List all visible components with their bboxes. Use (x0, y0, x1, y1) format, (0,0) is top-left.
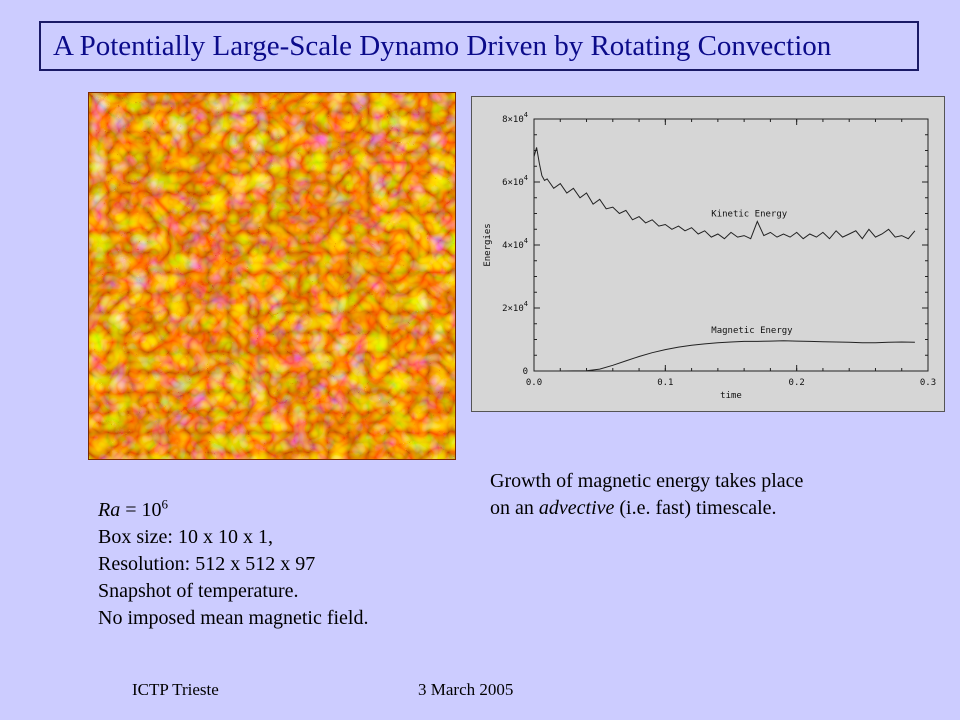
magnetic-energy-line (534, 340, 915, 372)
ra-equals: = 10 (120, 499, 162, 521)
ra-exponent: 6 (161, 496, 169, 512)
y-tick-label: 2×104 (502, 300, 528, 314)
footer-date: 3 March 2005 (418, 680, 514, 699)
snapshot-note: Snapshot of temperature. (98, 580, 299, 602)
ra-symbol: Ra (98, 499, 121, 521)
simulation-parameters: Ra = 106 Box size: 10 x 10 x 1, Resoluti… (98, 497, 458, 632)
y-tick-label: 6×104 (502, 174, 528, 188)
energy-chart-svg: 0.0 0.1 0.2 0.3 0 2×104 4×104 6×104 8×104 Kineti… (483, 111, 936, 401)
x-tick-label: 0.1 (657, 378, 673, 388)
growth-caption: Growth of magnetic energy takes place on… (490, 468, 910, 522)
x-tick-label: 0.0 (526, 378, 542, 388)
series-labels: Kinetic Energy Magnetic Energy (711, 210, 793, 337)
y-tick-label: 0 (523, 367, 528, 377)
magnetic-energy-label: Magnetic Energy (711, 326, 793, 336)
x-tick-label: 0.3 (920, 378, 936, 388)
no-field-note: No imposed mean magnetic field. (98, 607, 369, 629)
growth-caption-emphasis: advective (538, 497, 615, 519)
kinetic-energy-line (533, 147, 916, 240)
rayleigh-number: Ra = 106 (98, 497, 458, 524)
temperature-snapshot-image (88, 92, 456, 460)
y-axis-label: Energies (483, 223, 493, 266)
series-lines (533, 147, 916, 372)
resolution: Resolution: 512 x 512 x 97 (98, 553, 316, 575)
kinetic-energy-label: Kinetic Energy (711, 210, 787, 220)
growth-caption-prefix: on an (490, 497, 539, 519)
footer-venue: ICTP Trieste (132, 680, 219, 699)
y-tick-label: 8×104 (502, 111, 528, 125)
growth-caption-suffix: (i.e. fast) timescale. (614, 497, 777, 519)
slide-title: A Potentially Large-Scale Dynamo Driven … (39, 21, 919, 71)
energy-chart: 0.0 0.1 0.2 0.3 0 2×104 4×104 6×104 8×104 Kineti… (471, 96, 945, 412)
x-axis-label: time (720, 391, 742, 401)
y-tick-label: 4×104 (502, 237, 528, 251)
axis-ticks: 0.0 0.1 0.2 0.3 0 2×104 4×104 6×104 8×104 (502, 111, 936, 388)
x-tick-label: 0.2 (789, 378, 805, 388)
box-size: Box size: 10 x 10 x 1, (98, 526, 273, 548)
growth-caption-line-2: on an advective (i.e. fast) timescale. (490, 495, 910, 522)
growth-caption-line-1: Growth of magnetic energy takes place (490, 470, 804, 492)
